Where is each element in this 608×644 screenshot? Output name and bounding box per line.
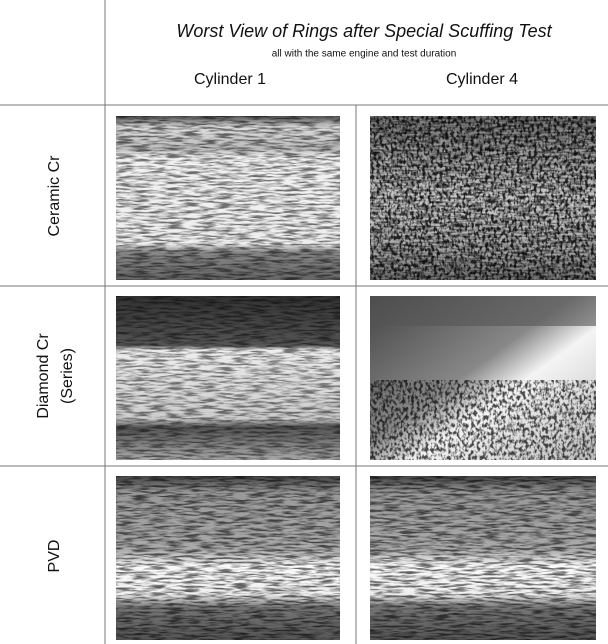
ring-photo xyxy=(370,476,596,640)
row-label: Diamond Cr xyxy=(35,333,52,419)
ring-photo xyxy=(116,116,340,280)
row-label: Ceramic Cr xyxy=(46,155,63,237)
ring-photo xyxy=(370,296,596,460)
row-label: PVD xyxy=(46,540,63,573)
ring-photo xyxy=(116,476,340,640)
subtitle: all with the same engine and test durati… xyxy=(272,49,457,60)
ring-photo xyxy=(370,116,596,280)
column-header: Cylinder 1 xyxy=(194,71,266,88)
ring-photo xyxy=(116,296,340,460)
column-header: Cylinder 4 xyxy=(446,71,518,88)
title: Worst View of Rings after Special Scuffi… xyxy=(176,21,552,41)
row-label: (Series) xyxy=(59,348,76,404)
